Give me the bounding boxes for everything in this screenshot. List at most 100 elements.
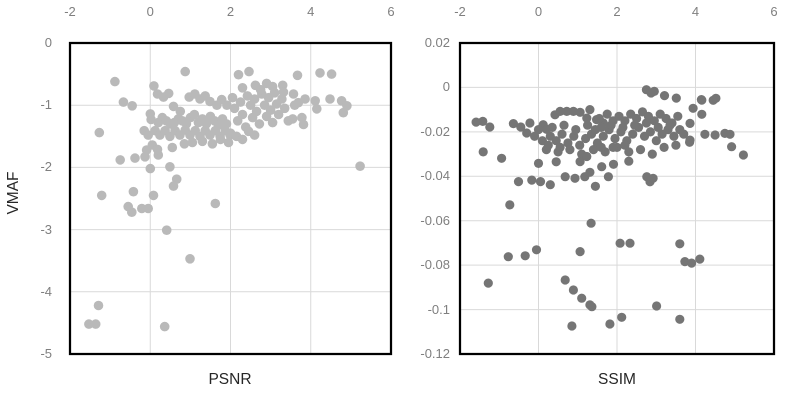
data-point bbox=[300, 94, 310, 104]
data-point bbox=[545, 180, 555, 190]
data-point bbox=[127, 207, 137, 217]
data-point bbox=[608, 142, 618, 152]
data-point bbox=[582, 113, 592, 123]
data-point bbox=[503, 252, 513, 262]
y-axis-tick-label: -3 bbox=[40, 221, 52, 237]
data-point bbox=[590, 181, 601, 191]
data-point bbox=[222, 100, 232, 110]
data-point bbox=[547, 122, 557, 132]
data-point bbox=[602, 109, 612, 119]
data-point bbox=[695, 254, 705, 264]
data-point bbox=[128, 186, 139, 197]
data-point bbox=[585, 167, 595, 177]
data-point bbox=[620, 140, 630, 150]
y-axis-tick-label: -0.02 bbox=[420, 123, 450, 139]
data-point bbox=[478, 147, 488, 157]
y-axis-tick-label: -5 bbox=[40, 346, 52, 361]
data-point bbox=[560, 275, 570, 285]
data-point bbox=[197, 136, 208, 147]
psnr-plot bbox=[68, 41, 393, 356]
data-point bbox=[565, 145, 575, 155]
data-point bbox=[249, 94, 260, 104]
data-point bbox=[522, 128, 532, 138]
plot-frame bbox=[68, 41, 393, 356]
data-point bbox=[215, 134, 226, 145]
data-point bbox=[555, 106, 565, 116]
data-point bbox=[255, 84, 266, 95]
data-point bbox=[279, 103, 290, 114]
data-point bbox=[227, 92, 238, 103]
data-point bbox=[520, 251, 530, 261]
data-point bbox=[485, 122, 495, 132]
x-axis-title-psnr: PSNR bbox=[208, 371, 252, 388]
data-point bbox=[237, 134, 248, 145]
data-point bbox=[617, 312, 627, 322]
data-point bbox=[641, 118, 652, 128]
data-point bbox=[645, 127, 656, 137]
data-point bbox=[624, 156, 634, 166]
data-point bbox=[287, 114, 298, 124]
data-point bbox=[94, 127, 105, 138]
data-point bbox=[146, 114, 156, 125]
data-point bbox=[533, 158, 544, 168]
data-point bbox=[615, 238, 625, 248]
data-point bbox=[249, 130, 260, 140]
data-point bbox=[535, 177, 546, 187]
data-point bbox=[235, 97, 246, 107]
data-point bbox=[508, 119, 518, 129]
y-axis-tick-label: -0.04 bbox=[420, 168, 450, 184]
data-point bbox=[596, 122, 606, 132]
data-point bbox=[605, 319, 615, 329]
data-point bbox=[647, 149, 657, 159]
data-point bbox=[608, 159, 619, 169]
y-axis-tick-label: 0.02 bbox=[424, 35, 450, 50]
data-point bbox=[603, 172, 614, 182]
data-point bbox=[585, 105, 595, 115]
data-point bbox=[575, 140, 585, 150]
data-point bbox=[165, 162, 175, 172]
data-point bbox=[568, 285, 579, 295]
data-point bbox=[525, 118, 535, 128]
data-point bbox=[96, 190, 107, 201]
data-point bbox=[577, 293, 587, 303]
data-point bbox=[598, 131, 608, 141]
data-point bbox=[635, 145, 646, 155]
data-point bbox=[675, 314, 685, 324]
data-point bbox=[531, 245, 542, 255]
data-point bbox=[278, 87, 289, 97]
data-point bbox=[326, 69, 337, 79]
data-point bbox=[594, 113, 604, 124]
data-point bbox=[513, 177, 524, 187]
data-point bbox=[478, 116, 488, 126]
data-point bbox=[163, 88, 174, 99]
data-point bbox=[562, 106, 572, 116]
y-axis-tick-label: -2 bbox=[40, 159, 52, 175]
data-point bbox=[700, 129, 710, 139]
data-point bbox=[533, 125, 544, 135]
data-point bbox=[179, 139, 190, 149]
data-point bbox=[185, 253, 195, 264]
data-point bbox=[725, 129, 735, 139]
data-point bbox=[555, 142, 565, 152]
data-point bbox=[688, 103, 698, 113]
data-point bbox=[505, 200, 515, 210]
data-point bbox=[118, 97, 129, 107]
data-point bbox=[697, 95, 707, 105]
data-point bbox=[127, 101, 137, 111]
data-point bbox=[571, 125, 581, 135]
data-point bbox=[575, 107, 585, 117]
data-point bbox=[149, 81, 159, 91]
data-point bbox=[167, 142, 178, 153]
data-point bbox=[659, 91, 670, 101]
data-point bbox=[671, 93, 681, 103]
data-point bbox=[312, 104, 322, 114]
data-point bbox=[152, 144, 163, 155]
data-point bbox=[267, 81, 278, 92]
data-point bbox=[543, 140, 553, 150]
data-point bbox=[298, 119, 309, 130]
data-point bbox=[570, 173, 580, 183]
data-point bbox=[697, 109, 707, 119]
data-point bbox=[143, 203, 153, 214]
